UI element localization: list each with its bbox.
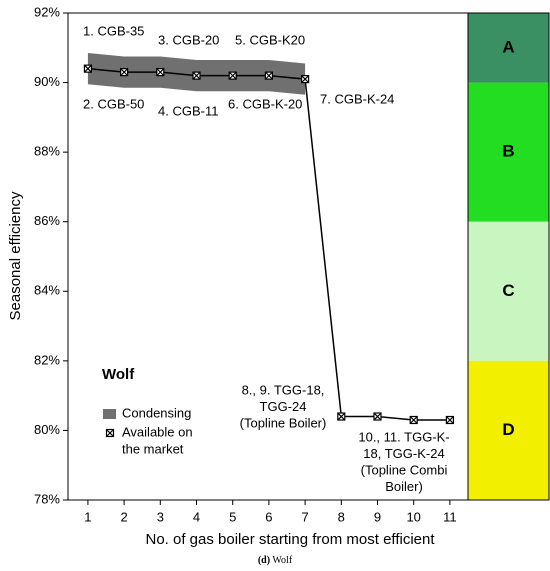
rating-zone [468, 82, 549, 222]
x-tick-label: 3 [157, 509, 164, 524]
y-tick-label: 90% [34, 74, 60, 89]
zone-label: D [502, 420, 514, 439]
y-tick-label: 82% [34, 352, 60, 367]
y-tick-label: 80% [34, 422, 60, 437]
y-tick-label: 86% [34, 213, 60, 228]
annotation: 10., 11. TGG-K- [358, 429, 449, 444]
x-tick-label: 11 [443, 509, 457, 524]
x-tick-label: 8 [338, 509, 345, 524]
rating-zone [468, 13, 549, 83]
x-tick-label: 6 [265, 509, 272, 524]
annotation: 1. CGB-35 [83, 23, 144, 38]
y-tick-label: 78% [34, 491, 60, 506]
data-point [445, 415, 455, 425]
x-axis-label: No. of gas boiler starting from most eff… [145, 531, 435, 548]
data-point [83, 64, 93, 73]
x-tick-label: 7 [301, 509, 308, 524]
data-point [409, 415, 418, 425]
y-tick-label: 88% [34, 144, 60, 159]
data-point [156, 68, 165, 77]
x-tick-label: 2 [120, 509, 127, 524]
legend-label: Available on [122, 424, 193, 439]
legend-label: the market [122, 441, 184, 456]
legend-swatch [103, 409, 116, 419]
annotation: 4. CGB-11 [158, 103, 218, 118]
plot-frame [67, 12, 550, 501]
data-point [120, 68, 129, 77]
annotation: 8., 9. TGG-18, [242, 382, 325, 397]
zone-label: C [502, 281, 514, 300]
data-point [264, 71, 274, 80]
annotation: (Topline Boiler) [240, 415, 327, 430]
y-axis-label: Seasonal efficiency [7, 191, 24, 320]
zone-label: A [502, 37, 514, 56]
annotation: 7. CGB-K-24 [320, 91, 394, 106]
annotation: 3. CGB-20 [158, 32, 219, 47]
x-tick-label: 10 [406, 509, 420, 524]
data-point [301, 74, 310, 84]
data-point [337, 412, 346, 421]
rating-zone [468, 360, 549, 500]
y-tick-label: 92% [34, 4, 60, 19]
rating-zone [468, 221, 549, 361]
data-point [373, 412, 382, 421]
annotation: 2. CGB-50 [83, 96, 144, 111]
caption: (d) Wolf [258, 555, 293, 566]
series-line [87, 67, 450, 421]
legend-marker [105, 428, 115, 438]
annotation: TGG-24 [260, 399, 307, 414]
x-tick-label: 9 [374, 509, 381, 524]
annotation: 18, TGG-K-24 [363, 446, 444, 461]
legend-label: Condensing [122, 405, 191, 420]
annotation: 6. CGB-K-20 [228, 96, 302, 111]
zone-label: B [502, 142, 514, 161]
data-point [192, 71, 201, 80]
caption-label: (d) [258, 555, 270, 566]
data-point [228, 71, 237, 80]
legend-title: Wolf [102, 366, 135, 383]
caption-text: Wolf [272, 555, 292, 566]
x-tick-label: 4 [193, 509, 200, 524]
annotation: Boiler) [385, 479, 423, 494]
x-tick-label: 5 [229, 509, 236, 524]
annotation: 5. CGB-K20 [235, 32, 305, 47]
annotation: (Topline Combi [361, 462, 448, 477]
x-tick-label: 1 [84, 509, 91, 524]
y-tick-label: 84% [34, 283, 60, 298]
